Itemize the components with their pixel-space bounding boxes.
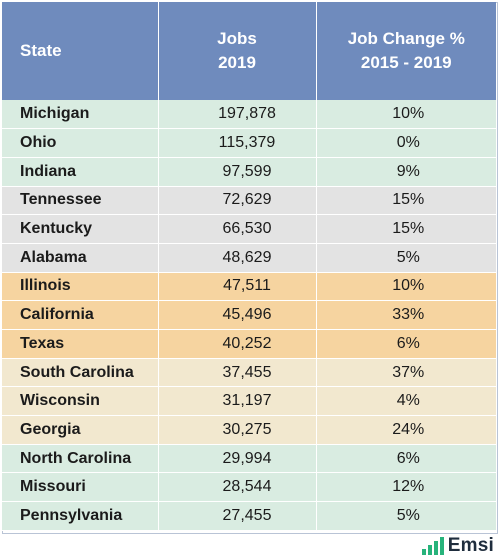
change-cell: 6% (316, 329, 496, 359)
logo-bar-2 (427, 545, 432, 555)
header-jobs-line2: 2019 (218, 53, 256, 72)
table-row: Ohio 115,379 0% (2, 128, 496, 158)
table-row: Missouri 28,544 12% (2, 472, 496, 503)
jobs-table: State Jobs 2019 Job Change % 2015 - 2019… (2, 2, 496, 531)
header-jobs: Jobs 2019 (158, 2, 317, 100)
jobs-cell: 45,496 (158, 300, 317, 330)
state-cell: Georgia (2, 415, 159, 445)
state-cell: Texas (2, 329, 159, 359)
jobs-cell: 40,252 (158, 329, 317, 359)
change-cell: 37% (316, 358, 496, 388)
logo-text: Emsi (447, 535, 494, 556)
change-cell: 4% (316, 386, 496, 417)
table-row: Georgia 30,275 24% (2, 415, 496, 445)
table-row: Pennsylvania 27,455 5% (2, 501, 496, 531)
jobs-cell: 27,455 (158, 501, 317, 531)
state-cell: Tennessee (2, 186, 159, 216)
jobs-cell: 47,511 (158, 272, 317, 302)
change-cell: 33% (316, 300, 496, 330)
change-cell: 10% (316, 272, 496, 302)
jobs-cell: 31,197 (158, 386, 317, 417)
jobs-cell: 197,878 (158, 100, 317, 130)
jobs-cell: 30,275 (158, 415, 317, 445)
emsi-logo: Emsi (421, 535, 494, 556)
state-cell: Wisconsin (2, 386, 159, 417)
header-state: State (2, 2, 159, 100)
state-cell: Michigan (2, 100, 159, 130)
logo-bar-3 (433, 541, 438, 555)
table-row: Tennessee 72,629 15% (2, 186, 496, 216)
state-cell: North Carolina (2, 444, 159, 474)
change-cell: 10% (316, 100, 496, 130)
table-row: Indiana 97,599 9% (2, 157, 496, 187)
header-change-line2: 2015 - 2019 (360, 53, 452, 72)
table-row: Michigan 197,878 10% (2, 100, 496, 130)
change-cell: 15% (316, 186, 496, 216)
change-cell: 5% (316, 501, 496, 531)
header-change-line1: Job Change % (347, 29, 465, 48)
state-cell: Kentucky (2, 214, 159, 244)
state-cell: Indiana (2, 157, 159, 187)
jobs-cell: 29,994 (158, 444, 317, 474)
jobs-cell: 37,455 (158, 358, 317, 388)
change-cell: 6% (316, 444, 496, 474)
logo-bar-1 (421, 549, 426, 555)
header-row: State Jobs 2019 Job Change % 2015 - 2019 (2, 2, 496, 100)
change-cell: 5% (316, 243, 496, 273)
state-cell: South Carolina (2, 358, 159, 388)
jobs-cell: 28,544 (158, 472, 317, 503)
header-change: Job Change % 2015 - 2019 (316, 2, 496, 100)
state-cell: Missouri (2, 472, 159, 503)
jobs-cell: 72,629 (158, 186, 317, 216)
bar-chart-icon (421, 537, 444, 555)
jobs-cell: 48,629 (158, 243, 317, 273)
state-cell: Pennsylvania (2, 501, 159, 531)
table-row: North Carolina 29,994 6% (2, 444, 496, 474)
state-cell: Ohio (2, 128, 159, 158)
jobs-cell: 66,530 (158, 214, 317, 244)
table-row: Kentucky 66,530 15% (2, 214, 496, 244)
table-body: Michigan 197,878 10% Ohio 115,379 0% Indiana 97… (2, 100, 496, 531)
state-cell: Illinois (2, 272, 159, 302)
change-cell: 24% (316, 415, 496, 445)
table-row: South Carolina 37,455 37% (2, 358, 496, 388)
header-jobs-line1: Jobs (217, 29, 257, 48)
state-cell: California (2, 300, 159, 330)
change-cell: 9% (316, 157, 496, 187)
state-cell: Alabama (2, 243, 159, 273)
logo-bar-4 (439, 537, 444, 555)
table-row: Texas 40,252 6% (2, 329, 496, 359)
table-row: Wisconsin 31,197 4% (2, 386, 496, 417)
table-row: Alabama 48,629 5% (2, 243, 496, 273)
change-cell: 12% (316, 472, 496, 503)
jobs-cell: 97,599 (158, 157, 317, 187)
jobs-cell: 115,379 (158, 128, 317, 158)
change-cell: 15% (316, 214, 496, 244)
change-cell: 0% (316, 128, 496, 158)
table-row: California 45,496 33% (2, 300, 496, 330)
table-row: Illinois 47,511 10% (2, 272, 496, 302)
